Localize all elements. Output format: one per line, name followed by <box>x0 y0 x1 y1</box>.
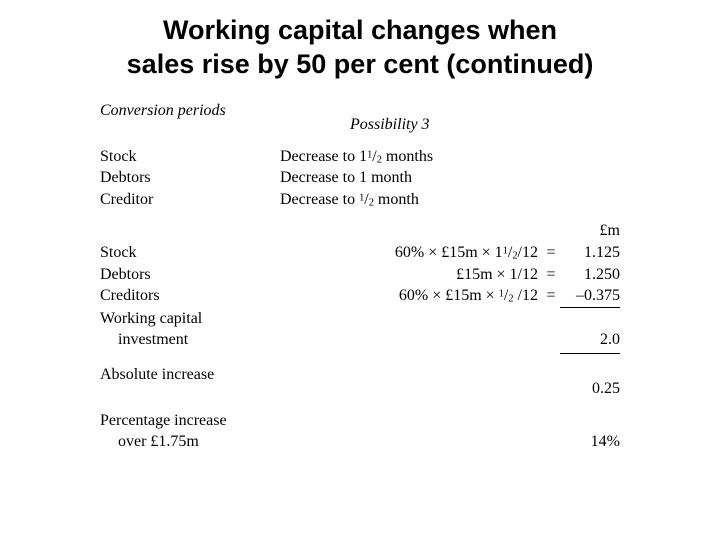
title-line-2: sales rise by 50 per cent (continued) <box>127 49 594 79</box>
period-stock-label: Stock <box>100 146 280 168</box>
unit-header: £m <box>560 220 620 242</box>
slide: Working capital changes when sales rise … <box>0 0 720 540</box>
calc-wc-label2: investment <box>100 329 278 354</box>
abs-increase-label: Absolute increase <box>100 364 320 400</box>
section1-header-row: Conversion periods Possibility 3 <box>100 100 620 136</box>
calc-creditors-eq: = <box>542 285 560 308</box>
calc-wc-label1: Working capital <box>100 308 260 330</box>
abs-increase-row: Absolute increase 0.25 <box>100 364 620 400</box>
possibility-header-wrap: Possibility 3 <box>280 100 620 136</box>
calc-stock-label: Stock <box>100 242 260 264</box>
period-row-debtors: Debtors Decrease to 1 month <box>100 167 620 189</box>
conversion-periods-header: Conversion periods <box>100 100 280 136</box>
calc-debtors-eq: = <box>542 264 560 286</box>
calc-creditors-expr: 60% × £15m × 1/2 /12 <box>260 285 542 308</box>
pct-row-2: over £1.75m 14% <box>100 431 620 453</box>
slide-title: Working capital changes when sales rise … <box>0 0 720 82</box>
unit-header-row: £m <box>100 220 620 242</box>
calc-debtors-label: Debtors <box>100 264 260 286</box>
period-debtors-text: Decrease to 1 month <box>280 167 620 189</box>
calc-debtors-expr: £15m × 1/12 <box>260 264 542 286</box>
period-row-creditor: Creditor Decrease to 1/2 month <box>100 189 620 211</box>
calc-creditors-label: Creditors <box>100 285 260 308</box>
content-area: Conversion periods Possibility 3 Stock D… <box>100 100 620 453</box>
calc-wc-val: 2.0 <box>560 329 620 354</box>
period-creditor-text: Decrease to 1/2 month <box>280 189 620 211</box>
pct-val: 14% <box>560 431 620 453</box>
calc-row-wc1: Working capital <box>100 308 620 330</box>
calc-stock-expr: 60% × £15m × 11/2/12 <box>260 242 542 264</box>
calc-stock-eq: = <box>542 242 560 264</box>
possibility-header: Possibility 3 <box>280 100 620 136</box>
period-debtors-label: Debtors <box>100 167 280 189</box>
calc-row-wc2: investment 2.0 <box>100 329 620 354</box>
pct-label2: over £1.75m <box>100 431 338 453</box>
calc-row-debtors: Debtors £15m × 1/12 = 1.250 <box>100 264 620 286</box>
calc-creditors-val: –0.375 <box>560 285 620 308</box>
calc-stock-val: 1.125 <box>560 242 620 264</box>
period-creditor-label: Creditor <box>100 189 280 211</box>
calc-row-stock: Stock 60% × £15m × 11/2/12 = 1.125 <box>100 242 620 264</box>
pct-row-1: Percentage increase <box>100 410 620 432</box>
pct-label1: Percentage increase <box>100 410 320 432</box>
period-row-stock: Stock Decrease to 11/2 months <box>100 146 620 168</box>
calc-row-creditors: Creditors 60% × £15m × 1/2 /12 = –0.375 <box>100 285 620 308</box>
calc-debtors-val: 1.250 <box>560 264 620 286</box>
abs-increase-val: 0.25 <box>560 364 620 400</box>
period-stock-text: Decrease to 11/2 months <box>280 146 620 168</box>
title-line-1: Working capital changes when <box>163 15 557 45</box>
